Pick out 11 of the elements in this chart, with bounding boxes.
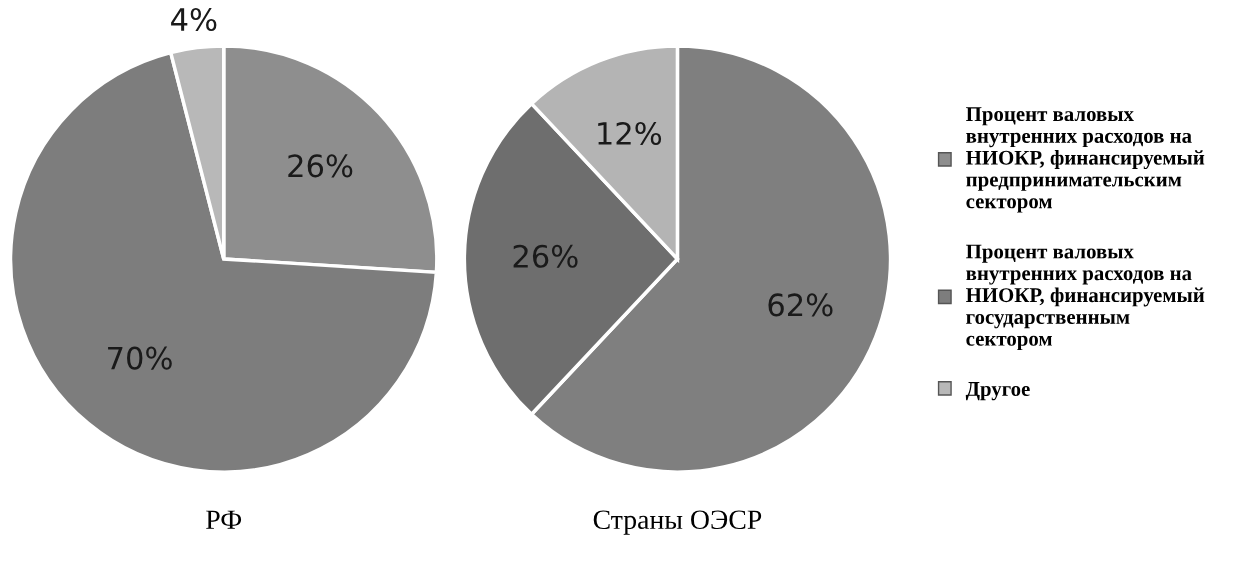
data-label: 26% bbox=[513, 244, 578, 268]
legend-label: Процент валовых внутренних расходов на НИОКР, финансируемый предпринимательским сектором bbox=[966, 107, 1205, 213]
data-label: 62% bbox=[768, 293, 833, 317]
data-label: 12% bbox=[598, 121, 662, 146]
data-label: 26% bbox=[288, 154, 353, 178]
legend-label: Другое bbox=[965, 382, 1030, 401]
data-label: 4% bbox=[171, 7, 217, 32]
text: Страны ОЭСР bbox=[593, 510, 762, 535]
legend-label: Процент валовых внутренних расходов на НИОКР, финансируемый государственным сектором bbox=[966, 244, 1205, 351]
data-label: 70% bbox=[108, 346, 172, 370]
text: РФ bbox=[206, 510, 242, 529]
